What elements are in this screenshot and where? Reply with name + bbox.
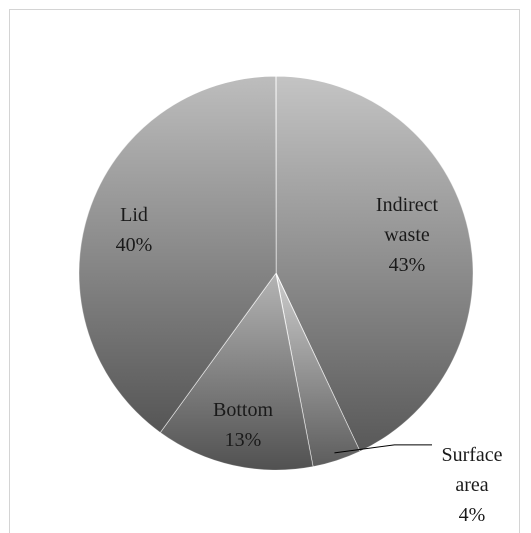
category-label: Surface area bbox=[441, 444, 503, 496]
value-label: 4% bbox=[458, 504, 486, 526]
slice-shade bbox=[79, 76, 276, 433]
slice-shade bbox=[276, 76, 473, 452]
category-label: Bottom bbox=[212, 399, 273, 421]
slice-shade bbox=[160, 273, 313, 470]
chart-frame bbox=[9, 9, 520, 533]
value-label: 40% bbox=[115, 234, 153, 256]
value-label: 13% bbox=[224, 429, 262, 451]
leader-line bbox=[334, 444, 432, 454]
data-label: Lid 40% bbox=[89, 200, 179, 260]
category-label: Lid bbox=[120, 204, 148, 226]
slice-shade bbox=[276, 273, 360, 467]
data-label: Surface area 4% bbox=[427, 440, 517, 530]
data-label: Bottom 13% bbox=[198, 395, 288, 455]
value-label: 43% bbox=[388, 254, 426, 276]
category-label: Indirect waste bbox=[375, 194, 439, 246]
data-label: Indirect waste 43% bbox=[370, 190, 444, 280]
